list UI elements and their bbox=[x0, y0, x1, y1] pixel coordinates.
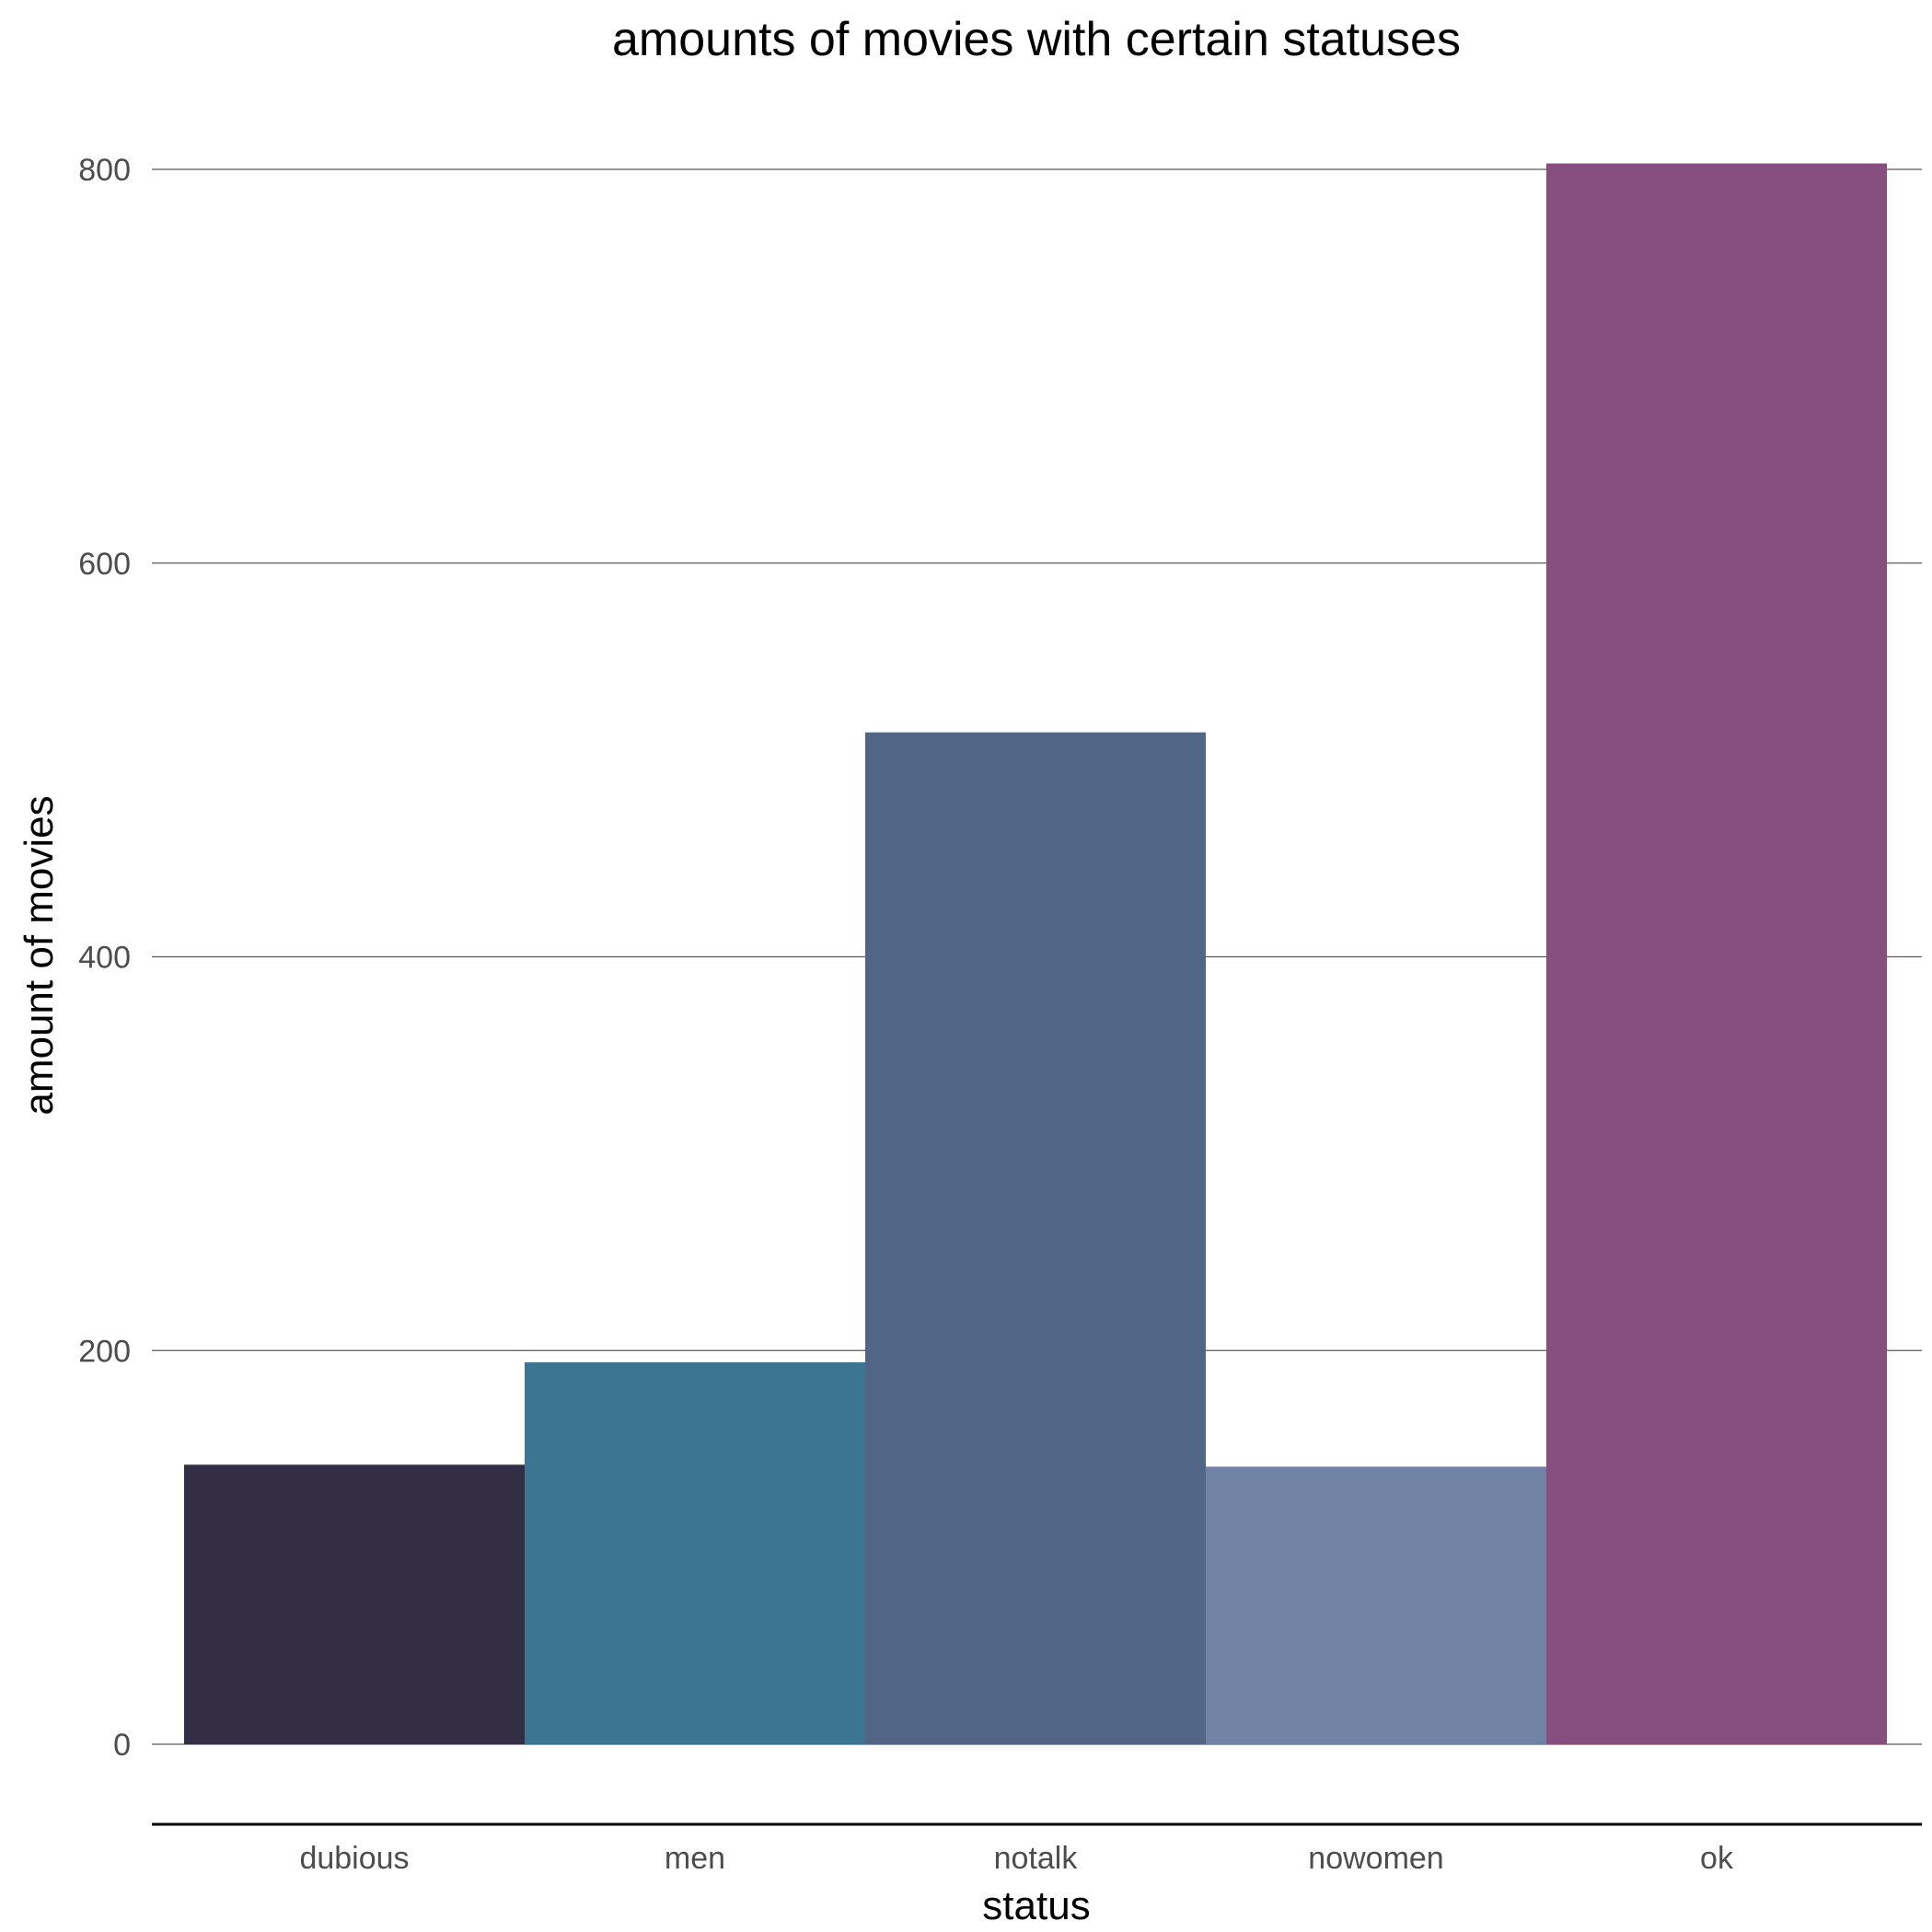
x-tick-label-men: men bbox=[665, 1841, 725, 1876]
x-tick-label-dubious: dubious bbox=[299, 1841, 409, 1876]
bar-notalk bbox=[865, 732, 1206, 1744]
x-axis-title: status bbox=[982, 1883, 1090, 1928]
y-tick-label: 200 bbox=[78, 1334, 131, 1369]
bar-dubious bbox=[184, 1464, 525, 1744]
x-tick-label-nowomen: nowomen bbox=[1308, 1841, 1443, 1876]
bar-men bbox=[525, 1362, 865, 1744]
y-tick-labels: 0 200 400 600 800 bbox=[78, 153, 131, 1763]
bars bbox=[184, 163, 1887, 1745]
x-tick-label-ok: ok bbox=[1700, 1841, 1734, 1876]
y-tick-label: 400 bbox=[78, 941, 131, 976]
bar-nowomen bbox=[1206, 1466, 1546, 1744]
x-tick-labels: dubious men notalk nowomen ok bbox=[299, 1841, 1734, 1876]
y-tick-label: 800 bbox=[78, 153, 131, 188]
y-axis-title: amount of movies bbox=[17, 795, 62, 1115]
y-tick-label: 0 bbox=[113, 1728, 131, 1763]
chart-title: amounts of movies with certain statuses bbox=[612, 13, 1461, 66]
x-tick-label-notalk: notalk bbox=[994, 1841, 1079, 1876]
y-tick-label: 600 bbox=[78, 547, 131, 582]
bar-ok bbox=[1546, 163, 1887, 1745]
